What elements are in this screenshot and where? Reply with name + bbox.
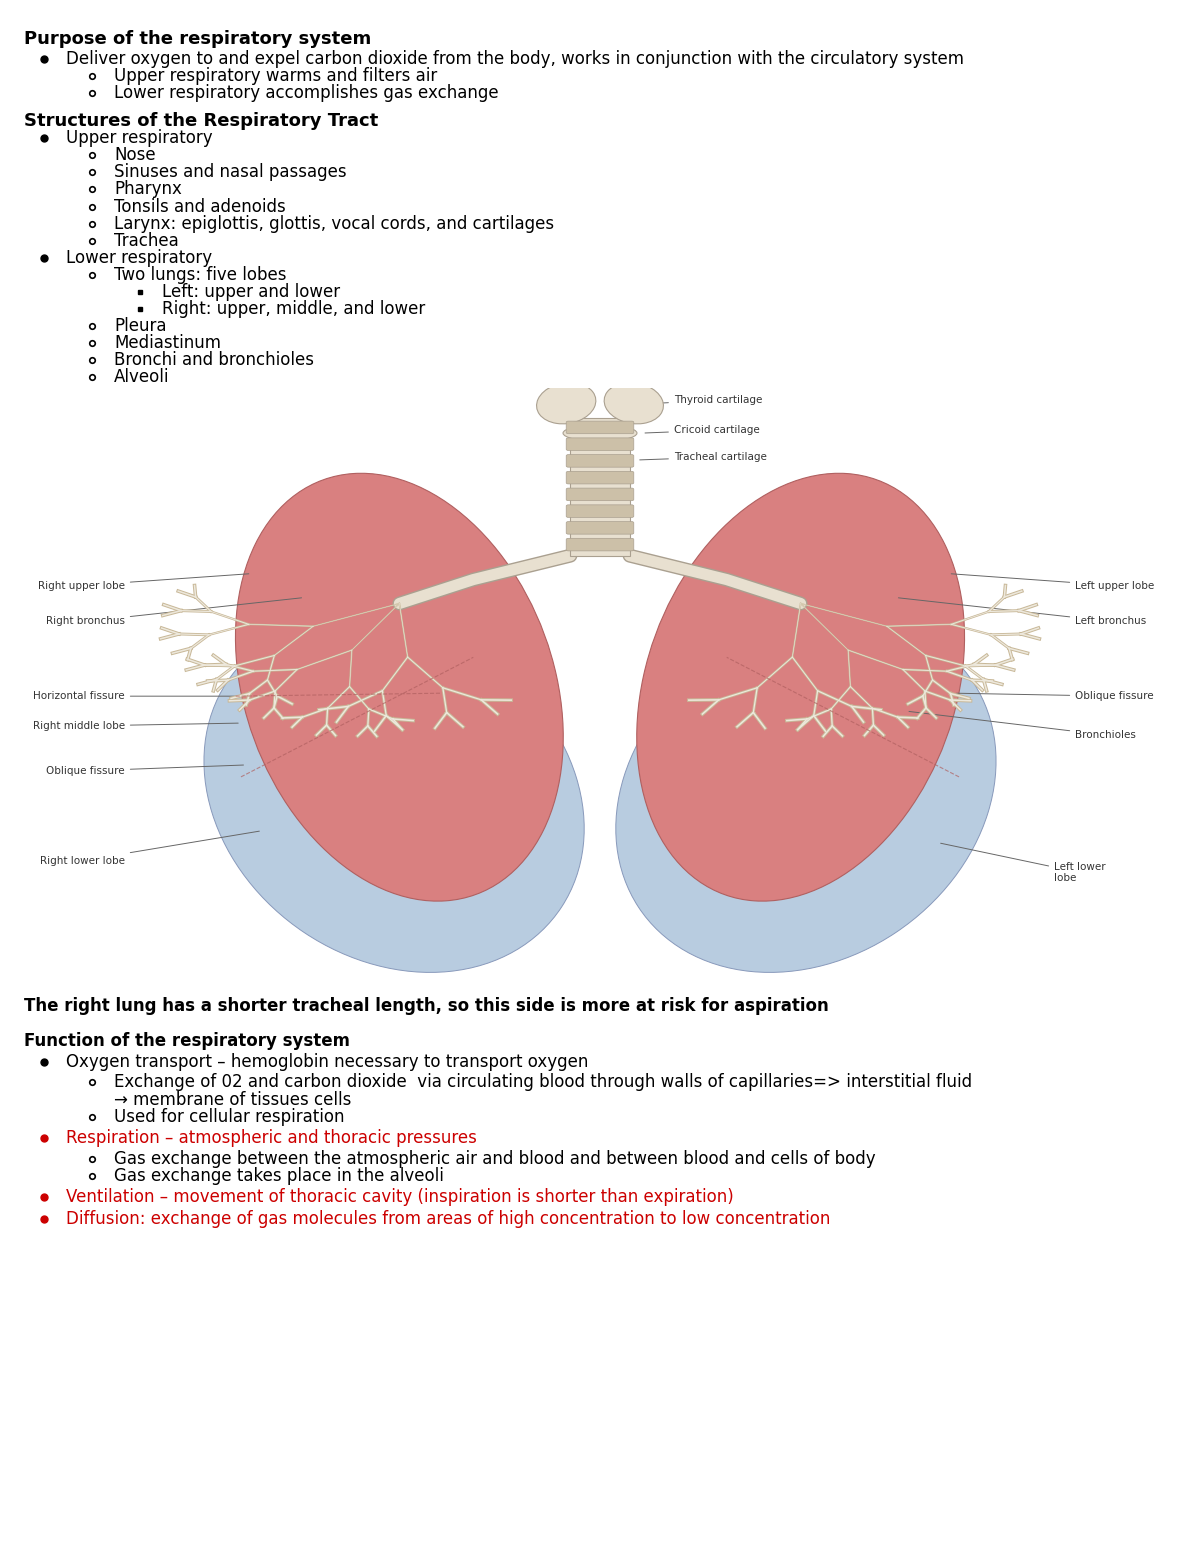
Text: Horizontal fissure: Horizontal fissure: [34, 691, 238, 700]
Text: Function of the respiratory system: Function of the respiratory system: [24, 1031, 350, 1050]
Ellipse shape: [204, 617, 584, 972]
Ellipse shape: [604, 382, 664, 424]
Text: Right: upper, middle, and lower: Right: upper, middle, and lower: [162, 300, 425, 318]
FancyBboxPatch shape: [566, 438, 634, 450]
Text: Diffusion: exchange of gas molecules from areas of high concentration to low con: Diffusion: exchange of gas molecules fro…: [66, 1210, 830, 1228]
Text: Gas exchange between the atmospheric air and blood and between blood and cells o: Gas exchange between the atmospheric air…: [114, 1149, 876, 1168]
FancyBboxPatch shape: [566, 488, 634, 500]
Text: Purpose of the respiratory system: Purpose of the respiratory system: [24, 30, 371, 48]
FancyBboxPatch shape: [566, 505, 634, 517]
Text: Larynx: epiglottis, glottis, vocal cords, and cartilages: Larynx: epiglottis, glottis, vocal cords…: [114, 214, 554, 233]
Bar: [570, 418, 630, 556]
Text: Oblique fissure: Oblique fissure: [46, 766, 244, 776]
Text: Thyroid cartilage: Thyroid cartilage: [661, 394, 762, 405]
Text: Oxygen transport – hemoglobin necessary to transport oxygen: Oxygen transport – hemoglobin necessary …: [66, 1053, 588, 1072]
Ellipse shape: [563, 424, 637, 441]
Text: Ventilation – movement of thoracic cavity (inspiration is shorter than expiratio: Ventilation – movement of thoracic cavit…: [66, 1188, 733, 1207]
Text: Trachea: Trachea: [114, 231, 179, 250]
Text: Lower respiratory accomplishes gas exchange: Lower respiratory accomplishes gas excha…: [114, 84, 499, 102]
FancyBboxPatch shape: [566, 472, 634, 485]
Text: Respiration – atmospheric and thoracic pressures: Respiration – atmospheric and thoracic p…: [66, 1129, 476, 1148]
Text: Oblique fissure: Oblique fissure: [956, 691, 1154, 700]
Text: Right lower lobe: Right lower lobe: [40, 831, 259, 865]
FancyBboxPatch shape: [566, 421, 634, 433]
Text: Deliver oxygen to and expel carbon dioxide from the body, works in conjunction w: Deliver oxygen to and expel carbon dioxi…: [66, 50, 964, 68]
Text: Used for cellular respiration: Used for cellular respiration: [114, 1107, 344, 1126]
Text: Left upper lobe: Left upper lobe: [952, 573, 1154, 590]
Ellipse shape: [536, 382, 596, 424]
Text: Upper respiratory: Upper respiratory: [66, 129, 212, 148]
Text: Left lower
lobe: Left lower lobe: [941, 843, 1105, 884]
Text: Structures of the Respiratory Tract: Structures of the Respiratory Tract: [24, 112, 378, 130]
Text: Pleura: Pleura: [114, 317, 167, 335]
Text: Lower respiratory: Lower respiratory: [66, 248, 212, 267]
Text: Bronchi and bronchioles: Bronchi and bronchioles: [114, 351, 314, 370]
Text: Upper respiratory warms and filters air: Upper respiratory warms and filters air: [114, 67, 437, 85]
Text: Sinuses and nasal passages: Sinuses and nasal passages: [114, 163, 347, 182]
Ellipse shape: [616, 617, 996, 972]
Text: Cricoid cartilage: Cricoid cartilage: [646, 426, 760, 435]
Text: The right lung has a shorter tracheal length, so this side is more at risk for a: The right lung has a shorter tracheal le…: [24, 997, 829, 1016]
Text: Tracheal cartilage: Tracheal cartilage: [640, 452, 767, 461]
Text: Two lungs: five lobes: Two lungs: five lobes: [114, 266, 287, 284]
Text: Tonsils and adenoids: Tonsils and adenoids: [114, 197, 286, 216]
FancyBboxPatch shape: [566, 455, 634, 467]
Text: Left: upper and lower: Left: upper and lower: [162, 283, 340, 301]
Text: → membrane of tissues cells: → membrane of tissues cells: [114, 1090, 352, 1109]
FancyBboxPatch shape: [566, 539, 634, 551]
Ellipse shape: [235, 474, 563, 901]
Text: Nose: Nose: [114, 146, 156, 165]
Text: Mediastinum: Mediastinum: [114, 334, 221, 353]
Text: Right upper lobe: Right upper lobe: [38, 573, 248, 590]
Text: Bronchioles: Bronchioles: [910, 711, 1136, 741]
Text: Left bronchus: Left bronchus: [899, 598, 1146, 626]
Text: Right bronchus: Right bronchus: [46, 598, 301, 626]
Text: Alveoli: Alveoli: [114, 368, 169, 387]
Ellipse shape: [637, 474, 965, 901]
Text: Right middle lobe: Right middle lobe: [32, 721, 238, 731]
FancyBboxPatch shape: [566, 522, 634, 534]
Text: Gas exchange takes place in the alveoli: Gas exchange takes place in the alveoli: [114, 1166, 444, 1185]
Text: Exchange of 02 and carbon dioxide  via circulating blood through walls of capill: Exchange of 02 and carbon dioxide via ci…: [114, 1073, 972, 1092]
Text: Pharynx: Pharynx: [114, 180, 182, 199]
